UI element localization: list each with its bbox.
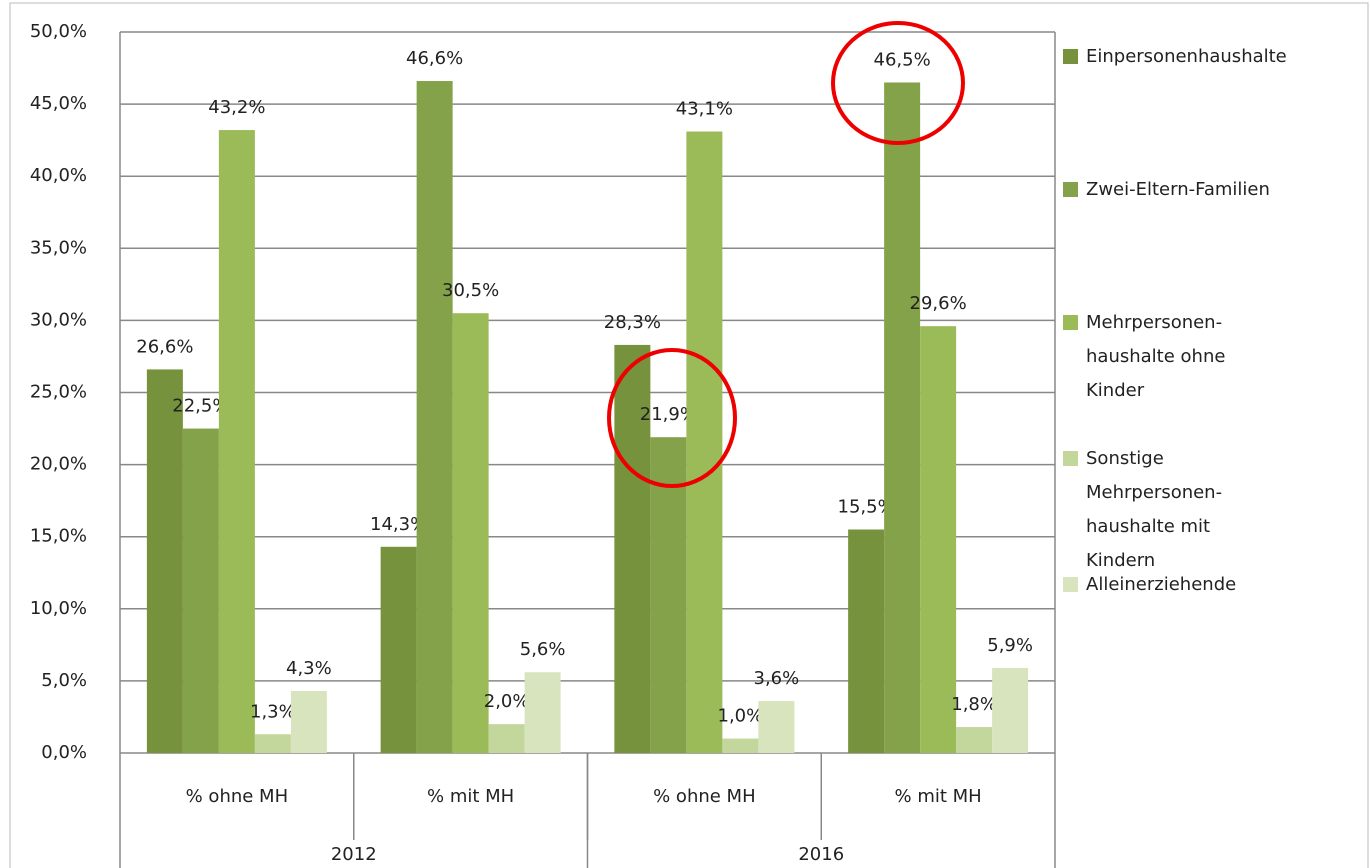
data-label: 15,5% <box>838 496 895 517</box>
data-label: 1,3% <box>250 701 296 722</box>
data-label: 1,0% <box>718 706 764 727</box>
y-tick-label: 50,0% <box>30 21 87 42</box>
data-label: 43,2% <box>208 97 265 118</box>
y-tick-label: 45,0% <box>30 93 87 114</box>
legend-label: Sonstige Mehrpersonen-haushalte mit Kind… <box>1086 448 1223 571</box>
data-label: 26,6% <box>136 336 193 357</box>
bar <box>992 667 1029 753</box>
legend-swatch <box>1063 577 1078 592</box>
y-tick-label: 25,0% <box>30 382 87 403</box>
bar <box>920 326 957 753</box>
data-label: 28,3% <box>604 312 661 333</box>
legend-entry: Alleinerziehende <box>1063 568 1363 602</box>
bar <box>686 131 723 754</box>
y-tick-label: 30,0% <box>30 309 87 330</box>
data-label: 2,0% <box>484 691 530 712</box>
bar <box>614 344 651 753</box>
y-tick-label: 35,0% <box>30 237 87 258</box>
highlight-circle <box>831 21 965 145</box>
legend-entry: Sonstige Mehrpersonen-haushalte mit Kind… <box>1063 442 1363 578</box>
data-label: 46,6% <box>406 48 463 69</box>
data-label: 46,5% <box>874 49 931 70</box>
data-label: 4,3% <box>286 658 332 679</box>
bar <box>182 428 219 753</box>
bar <box>146 369 183 753</box>
group-label: 2016 <box>798 844 844 865</box>
x-tick-label: % ohne MH <box>653 786 756 807</box>
bar <box>488 724 525 753</box>
bar <box>758 701 795 753</box>
data-label: 22,5% <box>172 396 229 417</box>
bar <box>416 81 453 753</box>
highlight-circle <box>607 348 737 488</box>
bar <box>290 690 327 753</box>
y-tick-label: 0,0% <box>41 742 87 763</box>
data-label: 21,9% <box>640 404 697 425</box>
data-label: 1,8% <box>951 694 997 715</box>
data-label: 5,6% <box>520 639 566 660</box>
legend-entry: Zwei-Eltern-Familien <box>1063 173 1363 207</box>
bar <box>650 437 687 753</box>
legend-label: Zwei-Eltern-Familien <box>1086 179 1270 200</box>
legend-entry: Mehrpersonen-haushalte ohne Kinder <box>1063 306 1363 408</box>
bar <box>452 313 489 753</box>
legend-swatch <box>1063 182 1078 197</box>
y-tick-label: 40,0% <box>30 165 87 186</box>
y-tick-label: 5,0% <box>41 670 87 691</box>
data-label: 5,9% <box>987 635 1033 656</box>
group-label: 2012 <box>331 844 377 865</box>
legend-entry: Einpersonenhaushalte <box>1063 40 1363 74</box>
bar <box>848 529 885 753</box>
legend-label: Alleinerziehende <box>1086 574 1237 595</box>
x-tick-label: % mit MH <box>895 786 982 807</box>
y-tick-label: 10,0% <box>30 598 87 619</box>
legend-swatch <box>1063 315 1078 330</box>
legend-swatch <box>1063 451 1078 466</box>
data-label: 43,1% <box>676 98 733 119</box>
bar <box>380 546 417 753</box>
x-tick-label: % mit MH <box>427 786 514 807</box>
bar <box>254 734 291 753</box>
data-label: 3,6% <box>754 668 800 689</box>
y-tick-label: 20,0% <box>30 454 87 475</box>
bar <box>524 672 561 753</box>
data-label: 29,6% <box>910 293 967 314</box>
chart-border <box>9 2 1369 868</box>
bar <box>884 82 921 754</box>
data-label: 30,5% <box>442 280 499 301</box>
y-tick-label: 15,0% <box>30 526 87 547</box>
x-tick-label: % ohne MH <box>186 786 289 807</box>
legend-swatch <box>1063 49 1078 64</box>
legend-label: Einpersonenhaushalte <box>1086 46 1287 67</box>
bar <box>722 738 759 753</box>
bar <box>956 727 993 753</box>
bar <box>218 130 255 753</box>
legend-label: Mehrpersonen-haushalte ohne Kinder <box>1086 312 1226 401</box>
data-label: 14,3% <box>370 514 427 535</box>
